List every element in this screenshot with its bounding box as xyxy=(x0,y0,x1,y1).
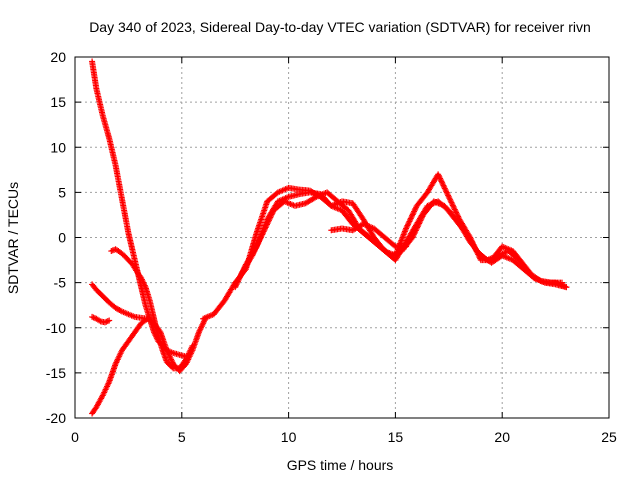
x-tick-label: 10 xyxy=(281,429,297,445)
y-axis-label: SDTVAR / TECUs xyxy=(5,182,21,294)
plot-border xyxy=(74,56,610,419)
x-tick-label: 25 xyxy=(601,429,617,445)
series-track-5 xyxy=(89,313,113,326)
x-tick-label: 0 xyxy=(71,429,79,445)
data-point xyxy=(144,315,151,322)
data-point xyxy=(106,317,113,324)
data-point xyxy=(563,284,570,291)
y-tick-label: -15 xyxy=(46,365,66,381)
chart-title: Day 340 of 2023, Sidereal Day-to-day VTE… xyxy=(89,19,591,35)
y-tick-label: 5 xyxy=(58,184,66,200)
y-axis-ticks: -20 -15 -10 -5 0 5 10 15 20 xyxy=(46,49,609,426)
series-track-4 xyxy=(89,281,151,322)
y-tick-label: 10 xyxy=(50,139,66,155)
grid xyxy=(75,57,609,418)
data-point xyxy=(403,243,410,250)
series-track-8 xyxy=(238,189,566,286)
series-track-9 xyxy=(328,220,410,250)
x-tick-label: 20 xyxy=(494,429,510,445)
series-track-3 xyxy=(108,246,196,372)
data-point xyxy=(117,307,124,314)
data-point xyxy=(391,242,398,249)
y-tick-label: -5 xyxy=(54,275,67,291)
data-point xyxy=(169,364,176,371)
data-points xyxy=(89,58,570,417)
data-point xyxy=(559,279,566,286)
x-axis-label: GPS time / hours xyxy=(287,457,394,473)
y-tick-label: 15 xyxy=(50,94,66,110)
data-point xyxy=(536,276,543,283)
y-tick-label: -20 xyxy=(46,410,66,426)
data-point xyxy=(189,342,196,349)
y-tick-label: 20 xyxy=(50,49,66,65)
y-tick-label: 0 xyxy=(58,230,66,246)
x-tick-label: 5 xyxy=(178,429,186,445)
y-tick-label: -10 xyxy=(46,320,66,336)
x-tick-label: 15 xyxy=(388,429,404,445)
